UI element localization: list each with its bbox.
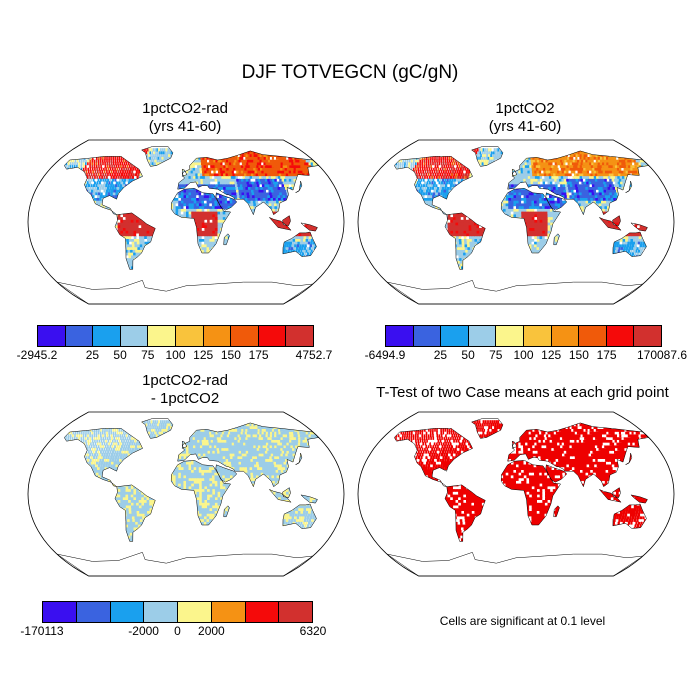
colorbar-swatch [258,326,287,346]
panel-1-title-line1: 1pctCO2-rad [20,100,350,118]
colorbar-swatch [579,326,607,346]
colorbar-swatch [279,602,312,622]
panel-3-title: 1pctCO2-rad - 1pctCO2 [20,372,350,408]
map-frame [357,411,675,577]
colorbar-tick-label: 125 [193,348,213,362]
colorbar-tick-label: 150 [221,348,241,362]
coastline [56,418,320,577]
map-field [394,148,649,270]
panel-3-title-line2: - 1pctCO2 [20,390,350,408]
colorbar-swatch [606,326,635,346]
panel-2-colorbar [385,325,662,347]
colorbar-swatch [148,326,176,346]
colorbar-tick-label: 50 [461,348,474,362]
panel-2-map [357,139,675,305]
colorbar-tick-label: 100 [513,348,533,362]
panel-1-title-line2: (yrs 41-60) [20,118,350,136]
map-field [394,420,649,542]
colorbar-tick-label: -170113 [20,624,63,638]
colorbar-tick-label: 2000 [198,624,225,638]
colorbar-tick-label: 0 [174,624,181,638]
map-frame [27,139,345,305]
colorbar-swatch [211,602,246,622]
colorbar-swatch [203,326,232,346]
colorbar-swatch [43,602,77,622]
colorbar-tick-label: -2945.2 [17,348,58,362]
map-frame [357,139,675,305]
map-field [64,420,319,542]
colorbar-swatch [76,602,111,622]
panel-3-map [27,411,345,577]
colorbar-tick-label: 150 [569,348,589,362]
panel-3-title-line1: 1pctCO2-rad [20,372,350,390]
colorbar-swatch [231,326,259,346]
colorbar-swatch [551,326,580,346]
colorbar-tick-label: 4752.7 [296,348,333,362]
colorbar-tick-label: 75 [489,348,502,362]
colorbar-tick-label: 50 [113,348,126,362]
panel-1-map [27,139,345,305]
coastline [386,146,650,305]
panel-3-colorbar [42,601,313,623]
panel-3-colorbar-labels: -170113 -2000 0 2000 6320 [20,624,326,640]
panel-2-title-line1: 1pctCO2 [360,100,690,118]
coastline [386,418,650,577]
colorbar-swatch [110,602,145,622]
map-frame [27,411,345,577]
significance-note: Cells are significant at 0.1 level [355,614,690,628]
colorbar-swatch [175,326,204,346]
colorbar-swatch [65,326,94,346]
colorbar-tick-label: -2000 [128,624,159,638]
colorbar-swatch [441,326,469,346]
figure-title: DJF TOTVEGCN (gC/gN) [0,62,700,84]
colorbar-swatch [120,326,149,346]
colorbar-tick-label: 170087.6 [637,348,687,362]
colorbar-swatch [386,326,414,346]
colorbar-tick-label: 125 [541,348,561,362]
colorbar-swatch [523,326,552,346]
panel-1-colorbar [37,325,314,347]
panel-4-title: T-Test of two Case means at each grid po… [355,384,690,402]
colorbar-swatch [245,602,280,622]
colorbar-swatch [286,326,313,346]
colorbar-swatch [496,326,524,346]
colorbar-swatch [144,602,178,622]
panel-1-colorbar-labels: -2945.2 25 50 75 100 125 150 175 4752.7 [17,348,333,364]
colorbar-tick-label: 175 [249,348,269,362]
colorbar-swatch [178,602,212,622]
map-field [64,148,319,270]
colorbar-tick-label: 6320 [300,624,327,638]
colorbar-tick-label: 100 [165,348,185,362]
panel-1-title: 1pctCO2-rad (yrs 41-60) [20,100,350,136]
colorbar-swatch [93,326,121,346]
colorbar-tick-label: 25 [86,348,99,362]
panel-4-map [357,411,675,577]
colorbar-swatch [634,326,661,346]
colorbar-tick-label: 25 [434,348,447,362]
colorbar-swatch [468,326,497,346]
panel-2-colorbar-labels: -6494.9 25 50 75 100 125 150 175 170087.6 [365,348,687,364]
coastline [56,146,320,305]
colorbar-tick-label: 75 [141,348,154,362]
colorbar-swatch [38,326,66,346]
panel-2-title: 1pctCO2 (yrs 41-60) [360,100,690,136]
colorbar-tick-label: 175 [597,348,617,362]
colorbar-tick-label: -6494.9 [365,348,406,362]
panel-2-title-line2: (yrs 41-60) [360,118,690,136]
colorbar-swatch [413,326,442,346]
